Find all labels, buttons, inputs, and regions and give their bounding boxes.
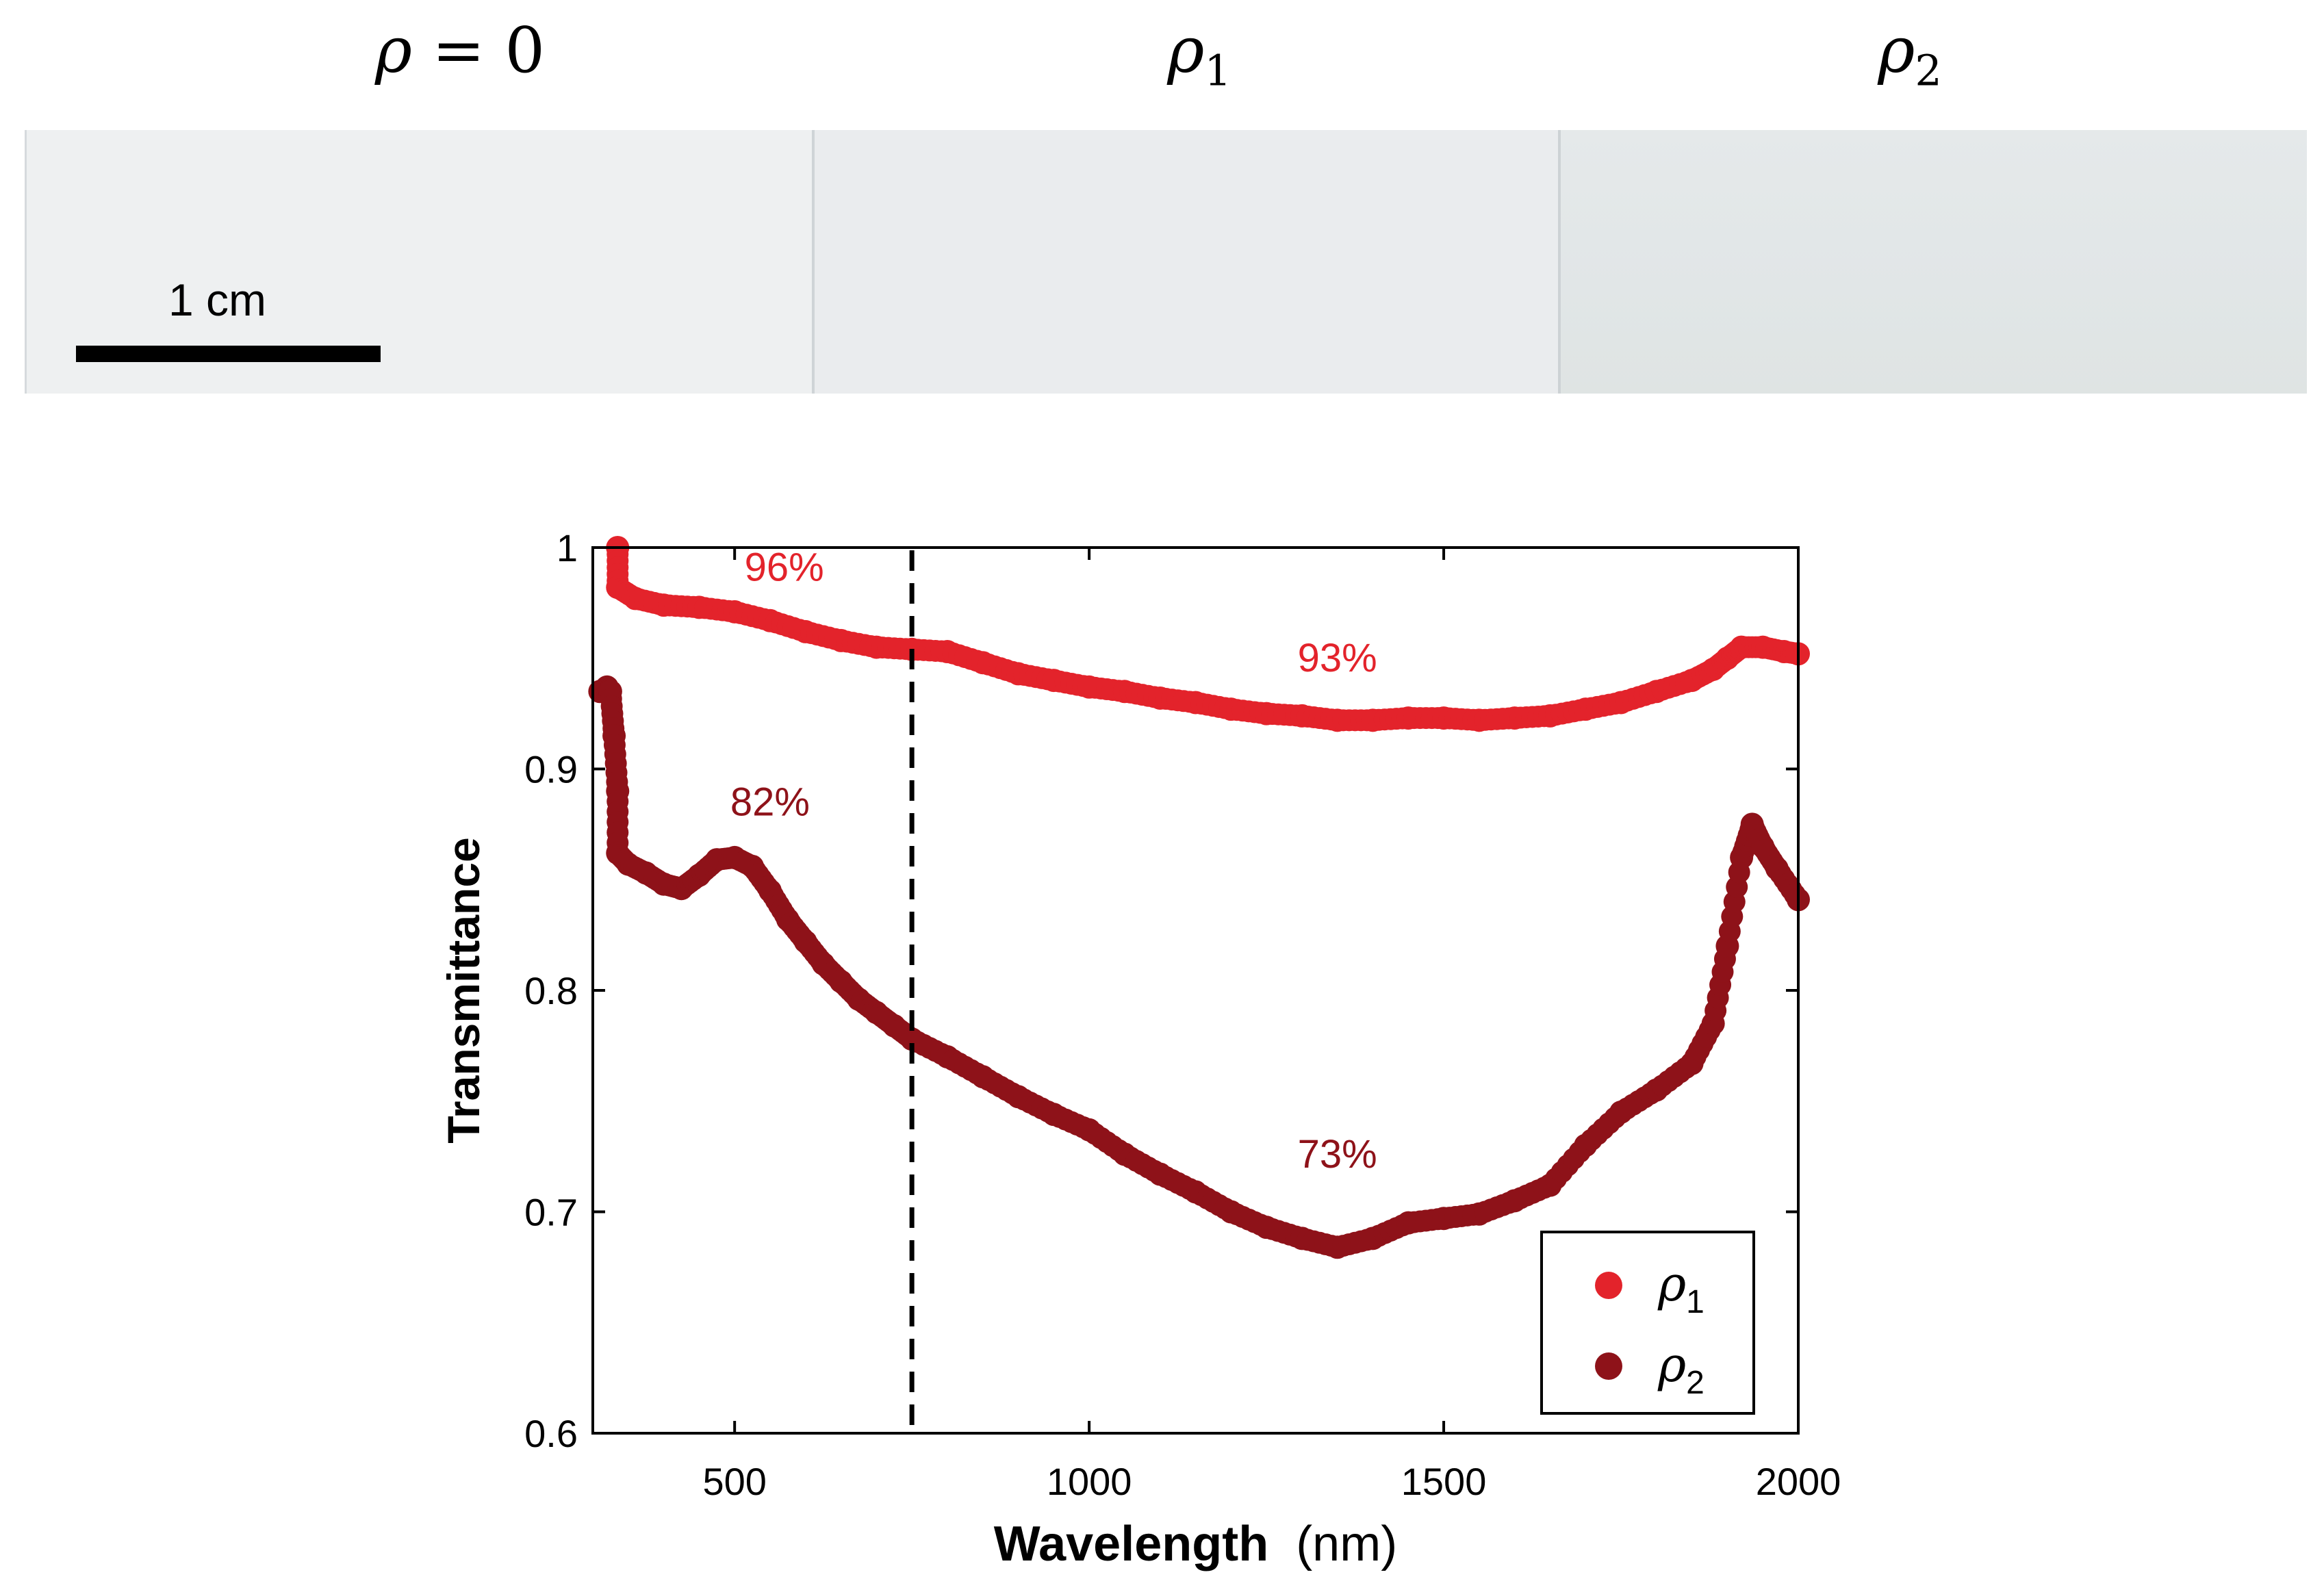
x-tick-label: 500 [702,1460,766,1503]
sample-label-symbol: ρ [374,14,412,87]
x-tick-label: 1000 [1047,1460,1132,1503]
legend-symbol: ρ [1657,1337,1686,1393]
legend-item: ρ1 [1595,1256,1704,1320]
legend-marker [1595,1272,1622,1299]
sample-label-rho2: ρ2 [1773,14,2047,95]
legend-item: ρ2 [1595,1337,1704,1401]
legend-subscript: 2 [1686,1365,1704,1401]
y-tick-label: 0.7 [524,1191,578,1234]
scale-bar-label: 1 cm [168,274,267,325]
sample-photo-rho2 [1558,130,2307,394]
annotation-label: 93% [1298,636,1377,680]
x-axis-label-unit: (nm) [1296,1517,1397,1571]
x-axis-label-bold: Wavelength [994,1517,1268,1571]
sample-label-subscript: 1 [1204,45,1231,96]
y-tick-label: 0.6 [524,1412,578,1455]
legend-symbol: ρ [1657,1256,1686,1312]
legend-marker [1595,1352,1622,1380]
sample-label-rho1: ρ1 [1062,14,1336,95]
legend-subscript: 1 [1686,1284,1704,1320]
sample-photo-rho1 [812,130,1561,394]
sample-label-equals: = 0 [411,14,546,87]
sample-photo-strip: 1 cm [25,130,2307,394]
annotation-label: 73% [1298,1132,1377,1177]
sample-label-symbol: ρ [1167,14,1205,87]
sample-label-symbol: ρ [1878,14,1915,87]
series-1 [606,536,1810,732]
scale-bar [76,346,381,362]
y-tick-label: 0.9 [524,748,578,791]
x-tick-label: 2000 [1756,1460,1841,1503]
series-2 [588,675,1810,1259]
y-axis-label: Transmittance [438,837,489,1144]
legend-label: ρ2 [1657,1337,1704,1401]
y-tick-label: 0.8 [524,969,578,1012]
sample-label-subscript: 2 [1915,45,1942,96]
legend-box [1540,1231,1755,1415]
annotation-label: 96% [745,545,824,590]
annotation-label: 82% [730,780,810,824]
y-tick-label: 1 [557,526,578,569]
legend-label: ρ1 [1657,1256,1704,1320]
sample-label-rho0: ρ = 0 [323,14,597,87]
x-tick-label: 1500 [1401,1460,1487,1503]
x-axis-label: Wavelength (nm) [994,1517,1397,1571]
